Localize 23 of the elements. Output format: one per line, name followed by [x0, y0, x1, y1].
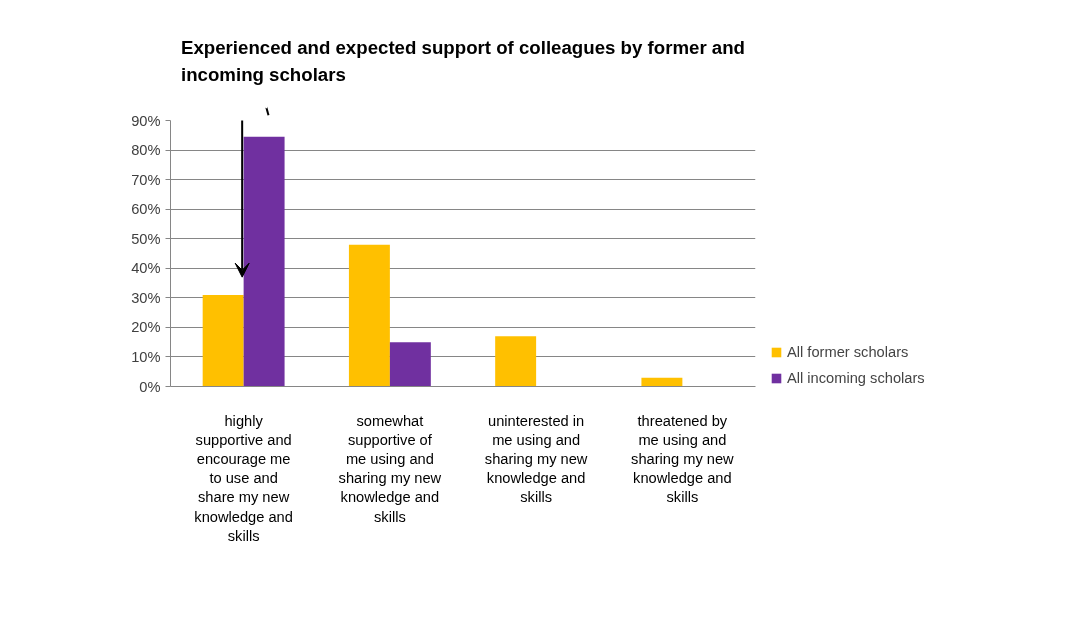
y-tick-label: 20%	[131, 319, 161, 336]
x-tick-label: highly supportive and encourage me to use and share my new knowledge and skills	[194, 412, 293, 544]
chart-title: Experienced and expected support of colleagues by former and incoming scholars	[181, 37, 745, 86]
bar	[348, 244, 390, 387]
y-tick-label: 10%	[131, 348, 161, 365]
bar	[202, 294, 244, 387]
y-tick-label: 0%	[139, 378, 161, 395]
y-tick-label: 80%	[131, 142, 161, 159]
x-tick-label: threatened by me using and sharing my new knowledge and skills	[631, 412, 735, 506]
bar	[243, 136, 285, 387]
y-tick-label: 90%	[131, 112, 161, 129]
y-tick-label: 30%	[131, 289, 161, 306]
legend-label: All former scholars	[787, 344, 909, 360]
bar	[389, 342, 431, 387]
bar	[495, 336, 537, 387]
y-tick-label: 60%	[131, 201, 161, 218]
legend-label: All incoming scholars	[787, 370, 925, 386]
y-tick-label: 50%	[131, 230, 161, 247]
y-tick-label: 40%	[131, 260, 161, 277]
x-tick-label: uninterested in me using and sharing my new knowledge and skills	[484, 412, 588, 506]
bar	[641, 377, 683, 387]
y-tick-label: 70%	[131, 171, 161, 188]
x-tick-label: somewhat supportive of me using and sharing my new knowledge and skills	[338, 412, 442, 525]
